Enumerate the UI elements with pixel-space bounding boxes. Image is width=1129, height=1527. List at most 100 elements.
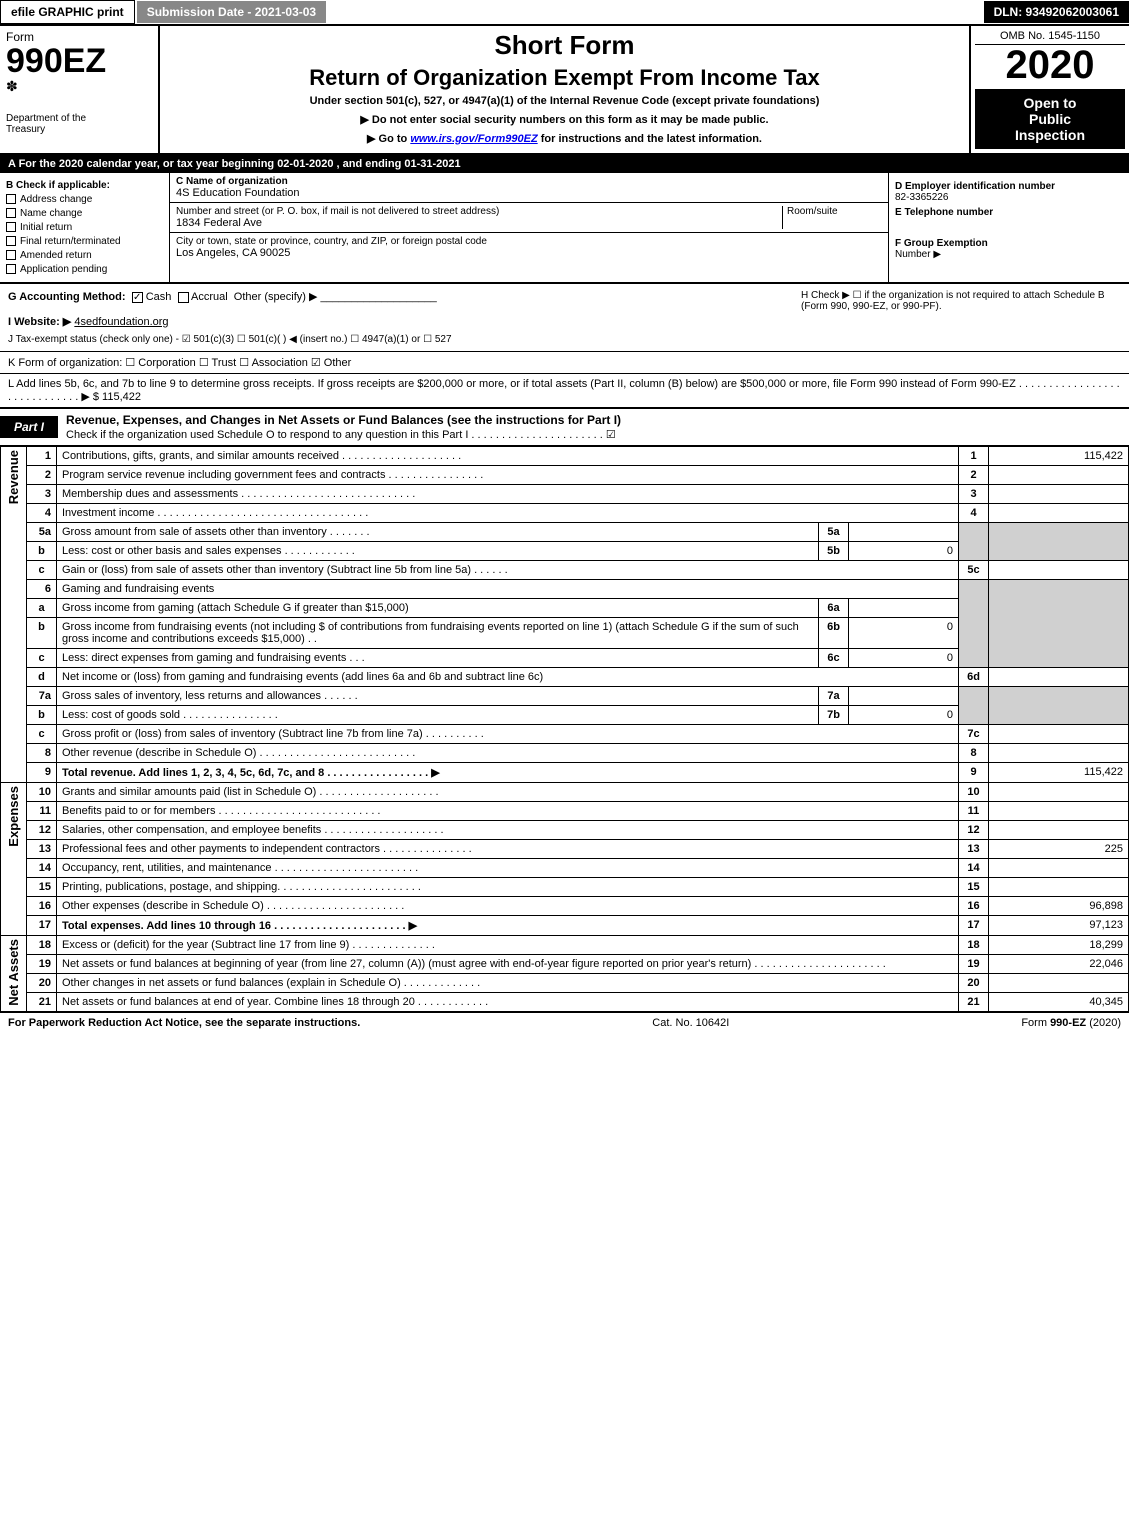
row-l-value: 115,422 — [102, 391, 141, 403]
g-label: G Accounting Method: — [8, 291, 126, 303]
line-11-ln: 11 — [959, 802, 989, 821]
row-a-tax-year: A For the 2020 calendar year, or tax yea… — [0, 155, 1129, 173]
form-number: 990EZ — [6, 44, 152, 78]
line-5a-desc: Gross amount from sale of assets other t… — [57, 523, 819, 542]
checkbox-icon[interactable] — [6, 194, 16, 204]
line-14-num: 14 — [27, 859, 57, 878]
line-3-amt — [989, 485, 1129, 504]
submission-tab: Submission Date - 2021-03-03 — [137, 1, 326, 23]
chk-address: Address change — [6, 194, 163, 205]
line-7a-num: 7a — [27, 687, 57, 706]
line-9-ln: 9 — [959, 763, 989, 783]
line-4-desc: Investment income . . . . . . . . . . . … — [57, 504, 959, 523]
irs-link[interactable]: www.irs.gov/Form990EZ — [410, 133, 537, 145]
row-j: J Tax-exempt status (check only one) - ☑… — [8, 334, 801, 345]
dept-line1: Department of the — [6, 113, 152, 124]
part-1-title: Revenue, Expenses, and Changes in Net As… — [58, 409, 1129, 445]
efile-tab[interactable]: efile GRAPHIC print — [0, 0, 135, 24]
line-18-amt: 18,299 — [989, 936, 1129, 955]
line-6a-iv — [849, 599, 959, 618]
chk-initial: Initial return — [6, 222, 163, 233]
line-6a-desc: Gross income from gaming (attach Schedul… — [57, 599, 819, 618]
line-6b-desc: Gross income from fundraising events (no… — [57, 618, 819, 649]
net-assets-side-label: Net Assets — [1, 936, 27, 1012]
gray-cell — [959, 687, 989, 725]
checkbox-icon[interactable] — [132, 292, 143, 303]
part-1-header: Part I Revenue, Expenses, and Changes in… — [0, 408, 1129, 446]
line-17-ln: 17 — [959, 916, 989, 936]
line-3-desc: Membership dues and assessments . . . . … — [57, 485, 959, 504]
line-10-desc: Grants and similar amounts paid (list in… — [57, 783, 959, 802]
line-4-num: 4 — [27, 504, 57, 523]
line-13-num: 13 — [27, 840, 57, 859]
e-label: E Telephone number — [895, 207, 1123, 218]
line-13-amt: 225 — [989, 840, 1129, 859]
line-2-desc: Program service revenue including govern… — [57, 466, 959, 485]
line-5b-in: 5b — [819, 542, 849, 561]
line-11-desc: Benefits paid to or for members . . . . … — [57, 802, 959, 821]
line-17-amt: 97,123 — [989, 916, 1129, 936]
line-16-ln: 16 — [959, 897, 989, 916]
line-8-num: 8 — [27, 744, 57, 763]
line-6b-num: b — [27, 618, 57, 649]
inspect-2: Public — [979, 111, 1121, 127]
line-20-desc: Other changes in net assets or fund bala… — [57, 974, 959, 993]
line-19-ln: 19 — [959, 955, 989, 974]
checkbox-icon[interactable] — [6, 264, 16, 274]
line-6d-desc: Net income or (loss) from gaming and fun… — [57, 668, 959, 687]
gray-cell — [959, 523, 989, 561]
gray-cell — [989, 580, 1129, 668]
checkbox-icon[interactable] — [6, 236, 16, 246]
line-6b-in: 6b — [819, 618, 849, 649]
checkbox-icon[interactable] — [6, 222, 16, 232]
part-1-table: Revenue 1 Contributions, gifts, grants, … — [0, 446, 1129, 1012]
d-label: D Employer identification number — [895, 181, 1123, 192]
inspect-1: Open to — [979, 95, 1121, 111]
checkbox-icon[interactable] — [6, 250, 16, 260]
line-6b-iv: 0 — [849, 618, 959, 649]
line-7b-desc: Less: cost of goods sold . . . . . . . .… — [57, 706, 819, 725]
expenses-side-label: Expenses — [1, 783, 27, 936]
line-7a-in: 7a — [819, 687, 849, 706]
line-9-amt: 115,422 — [989, 763, 1129, 783]
line-12-ln: 12 — [959, 821, 989, 840]
chk-final: Final return/terminated — [6, 236, 163, 247]
dept-line2: Treasury — [6, 124, 152, 135]
line-6-desc: Gaming and fundraising events — [57, 580, 959, 599]
street-address: 1834 Federal Ave — [176, 217, 782, 229]
line-2-ln: 2 — [959, 466, 989, 485]
do-not-warning: ▶ Do not enter social security numbers o… — [168, 113, 961, 126]
line-5b-num: b — [27, 542, 57, 561]
line-7a-iv — [849, 687, 959, 706]
checkbox-icon[interactable] — [178, 292, 189, 303]
line-6a-in: 6a — [819, 599, 849, 618]
line-7c-amt — [989, 725, 1129, 744]
info-block: B Check if applicable: Address change Na… — [0, 173, 1129, 284]
line-16-desc: Other expenses (describe in Schedule O) … — [57, 897, 959, 916]
form-header: Form 990EZ ✽ Department of the Treasury … — [0, 26, 1129, 155]
line-6d-num: d — [27, 668, 57, 687]
line-6c-in: 6c — [819, 649, 849, 668]
org-name: 4S Education Foundation — [176, 187, 882, 199]
line-21-ln: 21 — [959, 993, 989, 1012]
website-value[interactable]: 4sedfoundation.org — [74, 316, 168, 328]
line-18-ln: 18 — [959, 936, 989, 955]
box-c: C Name of organization 4S Education Foun… — [170, 173, 889, 282]
line-7c-num: c — [27, 725, 57, 744]
revenue-side-label: Revenue — [1, 447, 27, 783]
line-5a-in: 5a — [819, 523, 849, 542]
line-6c-iv: 0 — [849, 649, 959, 668]
footer-right: Form 990-EZ (2020) — [1021, 1017, 1121, 1029]
line-13-ln: 13 — [959, 840, 989, 859]
line-1-amt: 115,422 — [989, 447, 1129, 466]
checkbox-icon[interactable] — [6, 208, 16, 218]
i-label: I Website: ▶ — [8, 316, 71, 328]
under-section: Under section 501(c), 527, or 4947(a)(1)… — [168, 95, 961, 107]
line-19-amt: 22,046 — [989, 955, 1129, 974]
line-10-ln: 10 — [959, 783, 989, 802]
line-3-ln: 3 — [959, 485, 989, 504]
line-5b-desc: Less: cost or other basis and sales expe… — [57, 542, 819, 561]
line-7b-iv: 0 — [849, 706, 959, 725]
line-2-amt — [989, 466, 1129, 485]
page-footer: For Paperwork Reduction Act Notice, see … — [0, 1012, 1129, 1033]
